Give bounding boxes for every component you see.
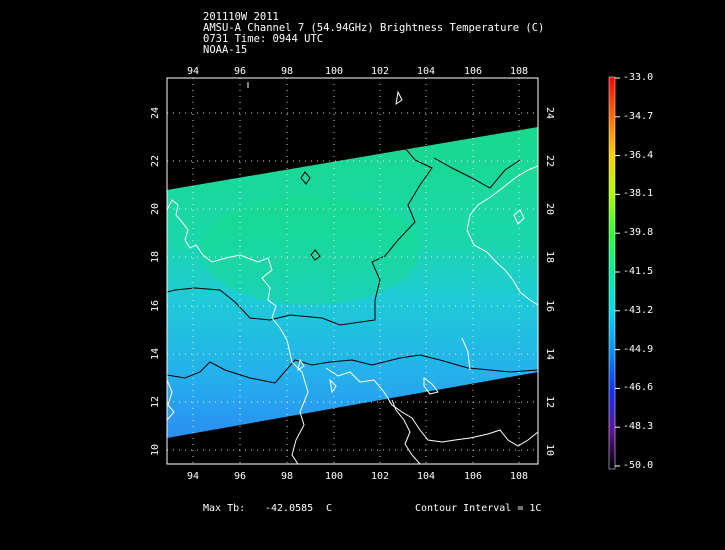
longitude-label: 100 [325, 66, 343, 77]
longitude-label: 104 [417, 66, 435, 77]
colorbar-label: -38.1 [623, 188, 654, 200]
longitude-label: 104 [417, 471, 435, 482]
longitude-label: 108 [510, 66, 528, 77]
latitude-label: 18 [544, 251, 555, 263]
contours [167, 141, 538, 384]
colorbar-label: -50.0 [623, 460, 654, 471]
time-title: 0731 Time: 0944 UTC [203, 33, 324, 45]
latitude-label: 20 [150, 203, 161, 215]
longitude-label: 102 [371, 471, 389, 482]
latitude-label: 10 [150, 444, 161, 456]
max-tb-unit: C [326, 503, 333, 514]
contour-interval: Contour Interval = 1C [415, 503, 542, 514]
latitude-label: 24 [150, 107, 161, 119]
longitude-label: 98 [281, 471, 293, 482]
longitude-label: 100 [325, 471, 343, 482]
graticule [167, 78, 538, 464]
map-border [166, 77, 539, 465]
latitude-label: 12 [544, 396, 555, 408]
longitude-labels-bottom: 94 96 98 100 102 104 106 108 [187, 471, 528, 482]
warm-core [200, 195, 420, 305]
colorbar-label: -34.7 [623, 110, 654, 122]
latitude-label: 14 [544, 348, 555, 360]
latitude-label: 12 [150, 396, 161, 408]
longitude-label: 94 [187, 471, 199, 482]
satellite-title: NOAA-15 [203, 44, 248, 56]
longitude-label: 106 [464, 471, 482, 482]
colorbar-label: -36.4 [623, 149, 654, 161]
colorbar-label: -48.3 [623, 421, 654, 433]
colorbar-label: -43.2 [623, 304, 654, 316]
longitude-label: 102 [371, 66, 389, 77]
max-tb-value: -42.0585 [265, 503, 314, 514]
longitude-label: 106 [464, 66, 482, 77]
latitude-labels-left: 10 12 14 16 18 20 22 24 [150, 107, 161, 456]
colorbar-label: -33.0 [623, 72, 654, 83]
latitude-label: 16 [544, 300, 555, 312]
latitude-label: 22 [150, 155, 161, 167]
colorbar [608, 76, 616, 470]
colorbar-label: -39.8 [623, 227, 654, 239]
storm-id-title: 201110W 2011 [203, 11, 279, 23]
longitude-label: 108 [510, 471, 528, 482]
latitude-label: 20 [544, 203, 555, 215]
swath-area [167, 127, 538, 438]
latitude-label: 16 [150, 300, 161, 312]
longitude-label: 96 [234, 471, 246, 482]
colorbar-label: -41.5 [623, 266, 654, 277]
latitude-labels-right: 10 12 14 16 18 20 22 24 [544, 107, 555, 456]
coastlines [167, 82, 538, 464]
longitude-label: 98 [281, 66, 293, 77]
latitude-label: 18 [150, 251, 161, 263]
latitude-label: 24 [544, 107, 555, 119]
colorbar-label: -46.6 [623, 382, 654, 394]
colorbar-label: -44.9 [623, 343, 654, 355]
latitude-label: 10 [544, 444, 555, 456]
longitude-label: 94 [187, 66, 199, 77]
longitude-labels-top: 94 96 98 100 102 104 106 108 [187, 66, 528, 77]
latitude-label: 22 [544, 155, 555, 167]
latitude-label: 14 [150, 348, 161, 360]
longitude-label: 96 [234, 66, 246, 77]
max-tb-label: Max Tb: [203, 503, 246, 514]
colorbar-ticks [615, 77, 620, 467]
product-title: AMSU-A Channel 7 (54.94GHz) Brightness T… [203, 22, 545, 34]
